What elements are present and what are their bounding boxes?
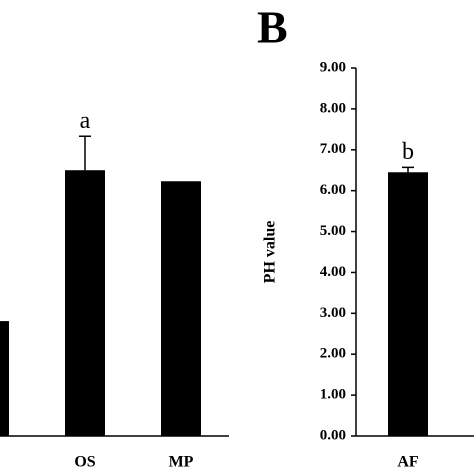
y-tick-label: 0.00	[320, 427, 346, 443]
significance-letter: b	[402, 139, 414, 165]
y-tick-label: 4.00	[320, 264, 346, 280]
bar	[65, 170, 105, 436]
y-tick-label: 5.00	[320, 223, 346, 239]
y-axis-label: PH value	[262, 221, 279, 284]
y-tick-label: 9.00	[320, 59, 346, 75]
y-tick-label: 2.00	[320, 346, 346, 362]
x-tick-label: AF	[397, 454, 419, 471]
y-tick-label: 1.00	[320, 387, 346, 403]
panel-label: B	[257, 2, 288, 53]
bar	[388, 172, 428, 436]
error-bar	[79, 135, 91, 171]
bar	[161, 181, 201, 436]
x-tick-label: MP	[169, 454, 194, 471]
y-tick-label: 6.00	[320, 182, 346, 198]
error-bar	[402, 166, 414, 173]
y-tick-label: 8.00	[320, 100, 346, 116]
significance-letter: a	[80, 108, 91, 134]
bar	[0, 321, 9, 436]
y-tick-label: 7.00	[320, 141, 346, 157]
x-tick-label: OS	[74, 454, 95, 471]
y-tick-label: 3.00	[320, 305, 346, 321]
